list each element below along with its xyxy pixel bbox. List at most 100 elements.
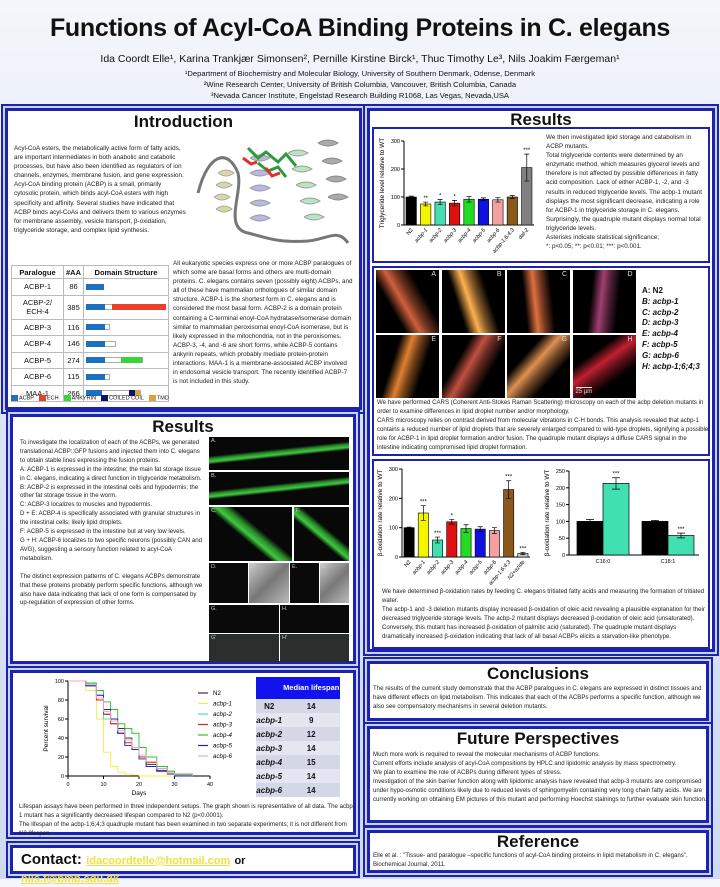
bar-C18:1: [667, 535, 695, 556]
results-left-panel: Results To investigate the localization …: [10, 414, 356, 664]
strain-name: acbp-6: [256, 785, 283, 795]
y-tick-label: 250: [556, 469, 565, 475]
significance-marker: ***: [434, 531, 442, 537]
domain-tmd: [135, 390, 141, 397]
paralogue-row: ACBP-4 146: [11, 335, 169, 353]
loc-text-de: D + E: ACBP-4 is specifically associated…: [20, 510, 201, 527]
error-bar: [491, 527, 497, 534]
domain-acbp: [86, 373, 105, 380]
error-bar: [463, 524, 469, 533]
bar-acbp-1;6;4;3: [503, 489, 515, 558]
bar-acbp-4: [460, 528, 472, 558]
protein-structure-image: [196, 139, 350, 244]
paralogue-row: ACBP-2/ ECH-4 385: [11, 294, 169, 320]
y-axis-label: Triglyceride level relative to WT: [379, 138, 386, 228]
median-lifespan-header: Median lifespan: [282, 677, 340, 699]
domain-structure-cell: [83, 351, 169, 369]
significance-marker: ***: [505, 475, 513, 481]
conclusions-panel: Conclusions The results of the current s…: [367, 661, 709, 721]
legend-item: ANKYRIN: [63, 395, 96, 401]
cars-key-item: E: acbp-4: [642, 329, 679, 339]
cars-text: We have performed CARS (Coherent Anti-St…: [377, 399, 709, 452]
domain-structure-cell: [83, 278, 169, 296]
legend-label: acbp-6: [213, 753, 232, 760]
reference-heading: Reference: [496, 832, 580, 851]
bar-N2: [403, 527, 415, 558]
x-axis-label: Days: [132, 790, 148, 797]
gfp-panel-label: B.: [211, 473, 217, 479]
bar-acbp-5: [477, 198, 489, 226]
domain-ankyrin: [120, 357, 142, 364]
cars-panel-label: D: [627, 271, 633, 278]
y-tick-label: 0: [397, 223, 400, 229]
legend-swatch: [63, 395, 71, 401]
cars-micrograph-h: H 25 µm: [572, 335, 636, 398]
affiliation-2: ²Wine Research Center, University of Bri…: [203, 80, 517, 89]
paralogue-aa: 116: [62, 318, 85, 336]
legend-item: ACBP: [11, 395, 34, 401]
domain-acbp: [86, 304, 105, 310]
survival-curve-acbp-6: [68, 680, 193, 776]
y-axis-label: β-oxidation rate relative to WT: [377, 470, 384, 557]
error-bar: [677, 532, 685, 539]
contact-panel: Contact: idacoordtelle@hotmail.com or ni…: [10, 845, 356, 885]
gfp-panel-label: C.: [211, 508, 217, 514]
domain-bar: [86, 304, 166, 310]
domain-bar: [86, 357, 166, 364]
bar-C16:0: [576, 521, 604, 556]
conclusions-heading: Conclusions: [486, 664, 589, 683]
domain-acbp: [86, 357, 105, 364]
gfp-panel-label: H.: [282, 606, 288, 612]
domain-acbp: [86, 324, 105, 331]
significance-marker: ***: [420, 500, 428, 506]
cars-key-item: C: acbp-2: [642, 307, 679, 317]
survival-curve-acbp-1: [68, 680, 193, 777]
future-text-3: We plan to examine the role of ACBPs dur…: [373, 768, 562, 776]
contact-email-2[interactable]: nils.f@bmb.sdu.dk: [21, 873, 120, 885]
col-header-aa: #AA: [62, 265, 85, 279]
gfp-micrograph: E': [320, 563, 349, 603]
gfp-panel-label: F.: [296, 508, 301, 514]
y-tick-label: 100: [389, 526, 398, 532]
introduction-text: Acyl-CoA esters, the metabolically activ…: [14, 145, 186, 234]
gfp-micrograph: F.: [294, 507, 349, 561]
bo-text-1: We have determined β-oxidation rates by …: [382, 588, 705, 604]
lifespan-panel: 0 20 40 60 80 100 Percent survival 0 10 20 30 40 Day…: [10, 670, 356, 837]
domain-acbp: [86, 390, 102, 397]
cars-micrograph-d: D: [572, 270, 636, 333]
cars-panel-label: C: [561, 271, 567, 278]
x-tick-label: acbp-1: [411, 559, 426, 576]
legend-item: TMD: [148, 395, 169, 401]
legend-label: acbp-4: [213, 732, 232, 739]
error-bar: [495, 197, 501, 203]
x-tick-label: daf-2: [518, 227, 531, 240]
y-axis-label: β-oxidation rate relative to WT: [544, 470, 551, 557]
y-tick-label: 20: [58, 755, 64, 761]
x-tick-label: acbp-2: [428, 227, 443, 244]
gfp-panel-label: G.: [211, 606, 217, 612]
domain-ech: [111, 304, 166, 310]
cars-box: A B C D E F G H 25 µm A: N2 B: acbp-1 C: acbp-2 D: …: [372, 266, 710, 456]
paralogue-aa: 385: [62, 294, 85, 320]
domain-legend: ACBP ECH ANKYRIN COILED COIL TMD: [11, 395, 169, 401]
median-value: 14: [306, 743, 316, 753]
y-tick-label: 100: [391, 195, 400, 201]
bar-C16:0: [602, 483, 630, 556]
domain-structure-cell: [83, 335, 169, 353]
x-tick-label: acbp-1: [414, 227, 429, 244]
legend-label: acbp-3: [213, 722, 232, 729]
loc-text-c: C: ACBP-3 localizes to muscles and hypod…: [20, 501, 153, 509]
error-bar: [520, 551, 526, 556]
x-tick-label: acbp-4: [454, 559, 469, 576]
y-tick-label: 200: [556, 486, 565, 492]
y-tick-label: 300: [391, 139, 400, 145]
affiliation-1: ¹Department of Biochemistry and Molecula…: [184, 69, 536, 78]
paralogue-name: ACBP-3: [11, 318, 64, 336]
x-tick-label: 30: [171, 782, 177, 788]
contact-email-1[interactable]: idacoordtelle@hotmail.com: [86, 855, 231, 867]
cars-micrograph-g: G: [507, 335, 570, 398]
x-tick-label: N2: [404, 559, 413, 568]
y-tick-label: 150: [556, 503, 565, 509]
domain-coiled-coil: [128, 390, 136, 397]
survival-curve-acbp-4: [68, 680, 193, 776]
